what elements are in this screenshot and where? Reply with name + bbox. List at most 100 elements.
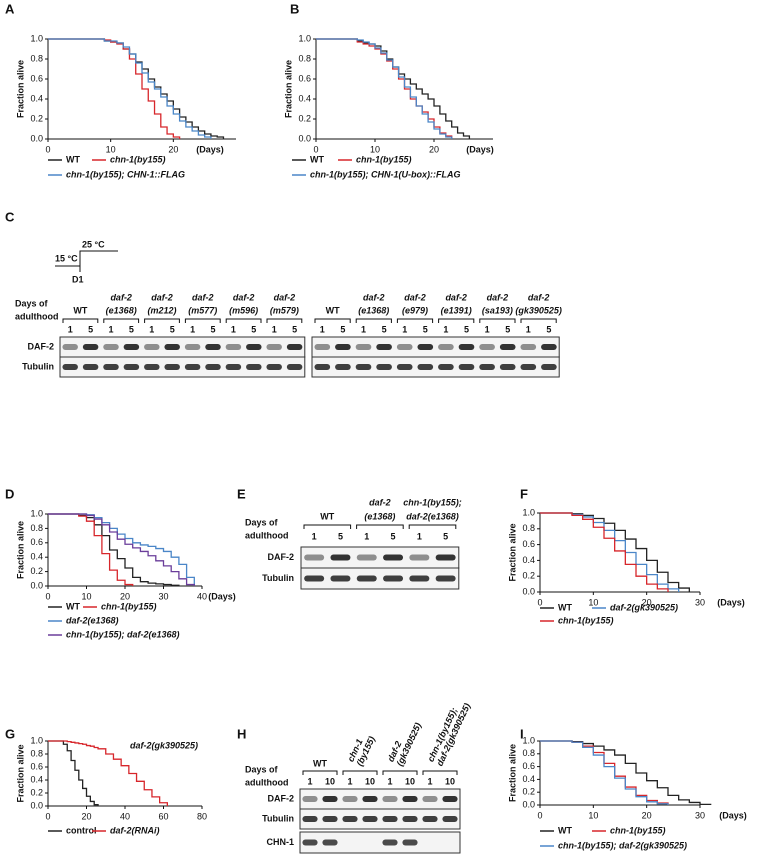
survival-curve bbox=[540, 740, 669, 805]
day-label: 5 bbox=[340, 324, 345, 334]
panel-label: B bbox=[290, 1, 299, 16]
day-label: 10 bbox=[445, 776, 455, 786]
day-label: 1 bbox=[427, 776, 432, 786]
band bbox=[103, 344, 119, 350]
survival-curve bbox=[540, 740, 712, 806]
day-label: 5 bbox=[423, 324, 428, 334]
band bbox=[103, 364, 119, 370]
bracket bbox=[479, 318, 516, 323]
y-tick-label: 0.4 bbox=[30, 93, 43, 103]
band bbox=[362, 816, 378, 822]
band bbox=[376, 364, 392, 370]
band bbox=[438, 364, 454, 370]
shift-day: D1 bbox=[72, 274, 84, 284]
y-tick-label: 0.6 bbox=[30, 73, 43, 83]
y-tick-label: 0.4 bbox=[298, 93, 311, 103]
bracket bbox=[408, 524, 457, 529]
day-label: 1 bbox=[526, 324, 531, 334]
bracket bbox=[396, 318, 434, 323]
band bbox=[335, 344, 351, 350]
x-tick-label: 60 bbox=[158, 811, 168, 821]
day-label: 5 bbox=[391, 531, 396, 541]
panel-label: A bbox=[5, 1, 15, 16]
x-tick-label: 0 bbox=[45, 144, 50, 154]
survival-curve bbox=[540, 512, 669, 592]
y-axis-label: Fraction alive bbox=[507, 523, 517, 581]
day-label: 1 bbox=[190, 324, 195, 334]
band bbox=[82, 344, 99, 350]
strain-label: (e1368) bbox=[364, 511, 395, 521]
y-tick-label: 0.6 bbox=[30, 537, 43, 547]
band bbox=[184, 344, 201, 350]
strain-label: (sa193) bbox=[482, 305, 513, 315]
day-label: 5 bbox=[292, 324, 297, 334]
annotation: daf-2(gk390525) bbox=[130, 740, 198, 750]
y-tick-label: 0.0 bbox=[30, 580, 43, 590]
y-tick-label: 0.4 bbox=[30, 774, 43, 784]
x-tick-label: 0 bbox=[313, 144, 318, 154]
band bbox=[409, 554, 430, 561]
band bbox=[435, 554, 456, 561]
days-of-adulthood: Days of bbox=[245, 517, 279, 527]
day-label: 10 bbox=[365, 776, 375, 786]
y-axis-label: Fraction alive bbox=[283, 60, 293, 118]
x-tick-label: 10 bbox=[588, 597, 598, 607]
strain-label: daf-2 bbox=[363, 292, 385, 302]
y-tick-label: 0.2 bbox=[30, 787, 43, 797]
band bbox=[442, 796, 458, 802]
band bbox=[62, 364, 78, 370]
day-label: 1 bbox=[312, 531, 317, 541]
y-tick-label: 0.6 bbox=[522, 761, 535, 771]
x-tick-label: 20 bbox=[429, 144, 439, 154]
survival-curve bbox=[48, 740, 168, 806]
strain-label: WT bbox=[326, 305, 340, 315]
y-axis-label: Fraction alive bbox=[15, 60, 25, 118]
x-tick-label: 10 bbox=[588, 810, 598, 820]
band bbox=[435, 575, 456, 582]
strain-label: (e979) bbox=[402, 305, 428, 315]
strain-label: daf-2 bbox=[528, 292, 550, 302]
row-label: DAF-2 bbox=[28, 341, 55, 351]
bracket bbox=[62, 318, 99, 323]
strain-label: daf-2 bbox=[445, 292, 467, 302]
legend-label: chn-1(by155) bbox=[110, 154, 166, 164]
x-tick-label: 0 bbox=[537, 810, 542, 820]
legend-label: control bbox=[66, 825, 97, 835]
bracket bbox=[520, 318, 557, 323]
band bbox=[382, 796, 398, 802]
band bbox=[82, 364, 99, 370]
band bbox=[302, 796, 318, 802]
legend-label: chn-1(by155); daf-2(gk390525) bbox=[558, 840, 687, 850]
band bbox=[442, 816, 458, 822]
band bbox=[123, 344, 140, 350]
band bbox=[382, 816, 398, 822]
band bbox=[302, 816, 318, 822]
bracket bbox=[314, 318, 351, 323]
x-tick-label: 10 bbox=[370, 144, 380, 154]
y-tick-label: 0.2 bbox=[30, 566, 43, 576]
survival-curve bbox=[48, 740, 99, 806]
y-axis-label: Fraction alive bbox=[15, 744, 25, 802]
band bbox=[225, 364, 242, 370]
legend-label: chn-1(by155) bbox=[101, 601, 157, 611]
bracket bbox=[225, 318, 262, 323]
strain-label: daf-2 bbox=[487, 292, 509, 302]
band bbox=[422, 796, 438, 802]
band bbox=[266, 364, 282, 370]
x-axis-label: (Days) bbox=[717, 597, 745, 607]
y-tick-label: 0.8 bbox=[30, 748, 43, 758]
x-tick-label: 10 bbox=[106, 144, 116, 154]
band bbox=[205, 364, 221, 370]
band bbox=[438, 344, 454, 350]
blot-frame bbox=[300, 567, 460, 590]
band bbox=[458, 344, 475, 350]
survival-curve bbox=[48, 513, 195, 586]
y-tick-label: 0.8 bbox=[298, 53, 311, 63]
band bbox=[402, 796, 418, 802]
strain-label: daf-2 bbox=[274, 292, 296, 302]
days-of-adulthood: Days of bbox=[245, 764, 279, 774]
bracket bbox=[382, 770, 418, 775]
strain-label: WT bbox=[313, 758, 327, 768]
band bbox=[286, 344, 303, 350]
